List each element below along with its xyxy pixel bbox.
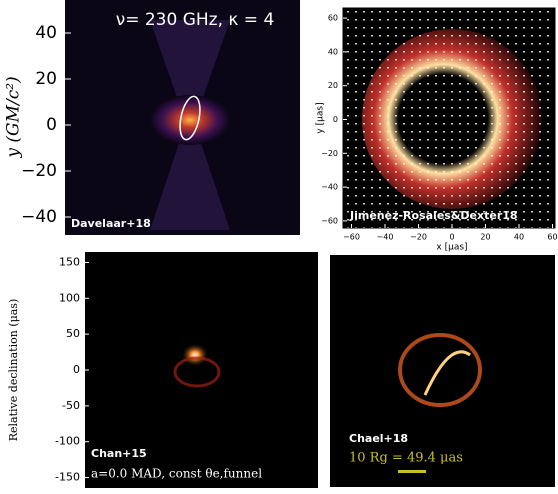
y-tick-label: 40 — [328, 47, 338, 56]
x-tick-label: 0 — [449, 233, 454, 242]
y-tick-label: −20 — [321, 149, 338, 158]
y-tick-label: 60 — [328, 14, 338, 23]
scale-label: 10 Rg = 49.4 μas — [349, 451, 463, 466]
x-tick-label: −60 — [343, 233, 360, 242]
figure: ν= 230 GHz, κ = 4 Davelaar+18 y (GM/c²) … — [0, 0, 558, 490]
y-tick-label: 40 — [35, 23, 57, 43]
y-tick-label: 0 — [73, 363, 80, 376]
y-label: Relative declination (μas) — [7, 299, 20, 442]
y-tick-label: -100 — [55, 435, 80, 448]
y-tick-label: 150 — [59, 255, 80, 268]
panel-label: Chael+18 — [349, 432, 408, 445]
x-label: x [μas] — [436, 243, 467, 253]
vectors — [343, 8, 555, 228]
x-tick-label: 60 — [547, 233, 557, 242]
y-tick-label: −60 — [321, 216, 338, 225]
panel-label: Chan+15 — [91, 447, 147, 460]
x-tick-label: −40 — [377, 233, 394, 242]
x-tick-label: 40 — [514, 233, 524, 242]
panel-label: Davelaar+18 — [71, 217, 151, 230]
panel-title: ν= 230 GHz, κ = 4 — [116, 10, 275, 30]
y-label: y [μas] — [316, 102, 326, 133]
y-tick-label: -150 — [55, 471, 80, 484]
panel-label: Jimenez-Rosales&Dexter18 — [349, 209, 518, 222]
y-tick-label: 100 — [59, 291, 80, 304]
y-tick-label: −20 — [21, 161, 57, 181]
x-tick-label: 20 — [480, 233, 490, 242]
scale-bar — [398, 470, 426, 473]
y-tick-label: −40 — [21, 207, 57, 227]
y-tick-label: −40 — [321, 183, 338, 192]
y-tick-label: -50 — [62, 399, 80, 412]
y-label: y (GM/c²) — [4, 76, 24, 158]
hotspot — [181, 343, 209, 367]
panel-sublabel: a=0.0 MAD, const θe,funnel — [91, 467, 262, 481]
y-tick-label: 0 — [46, 115, 57, 135]
y-tick-label: 20 — [328, 81, 338, 90]
y-tick-label: 20 — [35, 69, 57, 89]
y-tick-label: 50 — [66, 327, 80, 340]
x-tick-label: −20 — [410, 233, 427, 242]
y-tick-label: 0 — [333, 115, 338, 124]
